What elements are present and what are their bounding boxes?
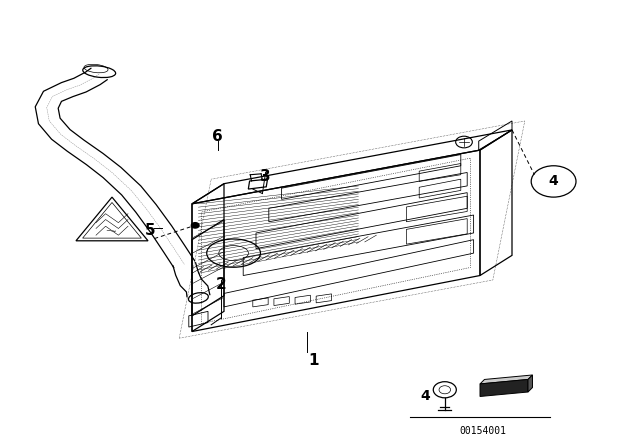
Text: ~∼: ~∼ <box>105 228 116 235</box>
Text: 5: 5 <box>145 223 156 238</box>
Text: 4: 4 <box>420 389 431 404</box>
Polygon shape <box>480 379 528 396</box>
Text: 3: 3 <box>260 169 271 185</box>
Circle shape <box>191 223 199 228</box>
Polygon shape <box>528 375 532 392</box>
Text: 1: 1 <box>308 353 319 368</box>
Text: 00154001: 00154001 <box>460 426 507 436</box>
Text: 6: 6 <box>212 129 223 144</box>
Text: 4: 4 <box>548 174 559 189</box>
Text: 2: 2 <box>216 277 226 292</box>
Polygon shape <box>480 375 532 384</box>
